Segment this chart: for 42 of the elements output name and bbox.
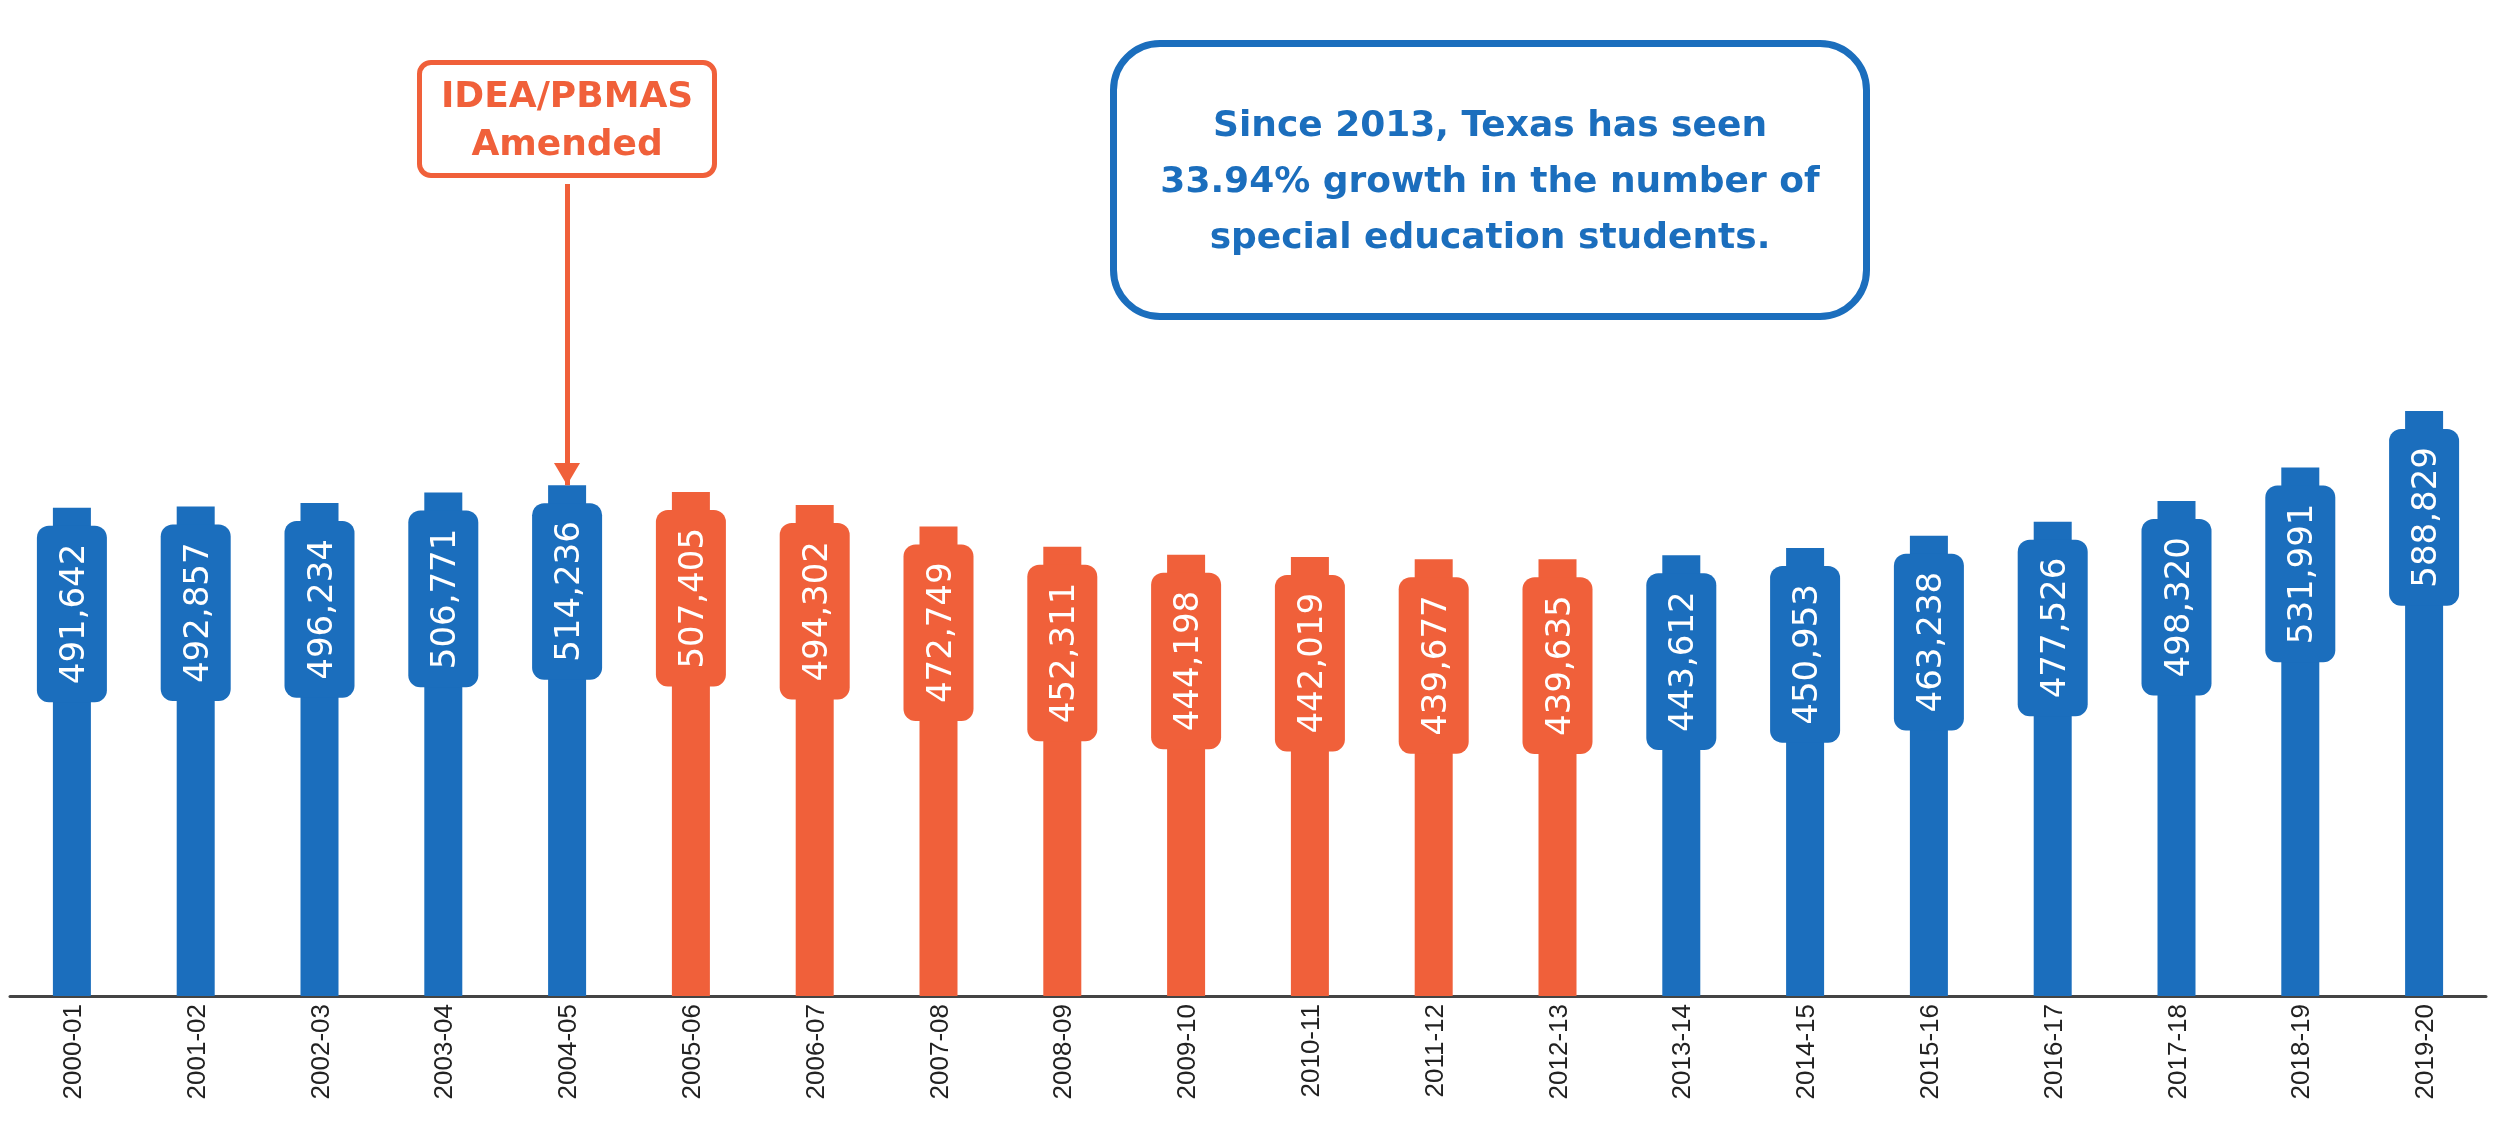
x-tick-label: 2001-02 <box>180 1004 211 1100</box>
x-tick-label: 2004-05 <box>552 1004 583 1100</box>
x-tick-label: 2019-20 <box>2409 1004 2440 1100</box>
data-label: 450,953 <box>1785 584 1826 725</box>
data-label: 492,857 <box>175 542 216 684</box>
data-label: 439,635 <box>1537 595 1578 736</box>
data-label: 443,612 <box>1661 591 1702 732</box>
x-tick-label: 2013-14 <box>1666 1004 1697 1100</box>
x-tick-label: 2003-04 <box>428 1004 459 1100</box>
data-label: 506,771 <box>423 528 464 670</box>
x-tick-label: 2017-18 <box>2161 1004 2192 1100</box>
x-tick-label: 2008-09 <box>1047 1004 1078 1100</box>
x-tick-label: 2007-08 <box>923 1004 954 1100</box>
data-label: 444,198 <box>1166 590 1207 732</box>
x-tick-label: 2006-07 <box>799 1004 830 1100</box>
x-tick-label: 2015-16 <box>1913 1004 1944 1100</box>
data-label: 491,642 <box>51 543 92 685</box>
data-label: 439,677 <box>1413 595 1454 736</box>
data-label: 498,320 <box>2156 537 2197 678</box>
data-label: 514,236 <box>547 521 588 662</box>
x-tick-label: 2018-19 <box>2285 1004 2316 1100</box>
text: Since 2013, Texas has seen 33.94% growth in the number of special education students. <box>1110 40 1870 320</box>
x-tick-label: 2009-10 <box>1171 1004 1202 1100</box>
data-label: 531,991 <box>2280 503 2321 645</box>
data-label: 472,749 <box>918 562 959 704</box>
data-label: 494,302 <box>794 540 835 682</box>
data-label: 452,311 <box>1042 582 1083 724</box>
data-label: 507,405 <box>670 527 711 669</box>
x-tick-label: 2010-11 <box>1294 1004 1325 1098</box>
annotation: IDEA/PBMAS Amended <box>417 60 718 178</box>
data-label: 496,234 <box>299 539 340 680</box>
data-label: 463,238 <box>1908 571 1949 713</box>
x-tick-label: 2000-01 <box>56 1004 87 1100</box>
x-tick-label: 2005-06 <box>675 1004 706 1100</box>
x-tick-label: 2016-17 <box>2037 1004 2068 1100</box>
x-tick-label: 2012-13 <box>1542 1004 1573 1100</box>
data-label: 442,019 <box>1289 592 1330 734</box>
data-label: 588,829 <box>2404 447 2445 588</box>
data-label: 477,526 <box>2032 557 2073 699</box>
x-tick-label: 2011-12 <box>1418 1004 1449 1098</box>
x-tick-label: 2002-03 <box>304 1004 335 1100</box>
x-tick-label: 2014-15 <box>1790 1004 1821 1100</box>
